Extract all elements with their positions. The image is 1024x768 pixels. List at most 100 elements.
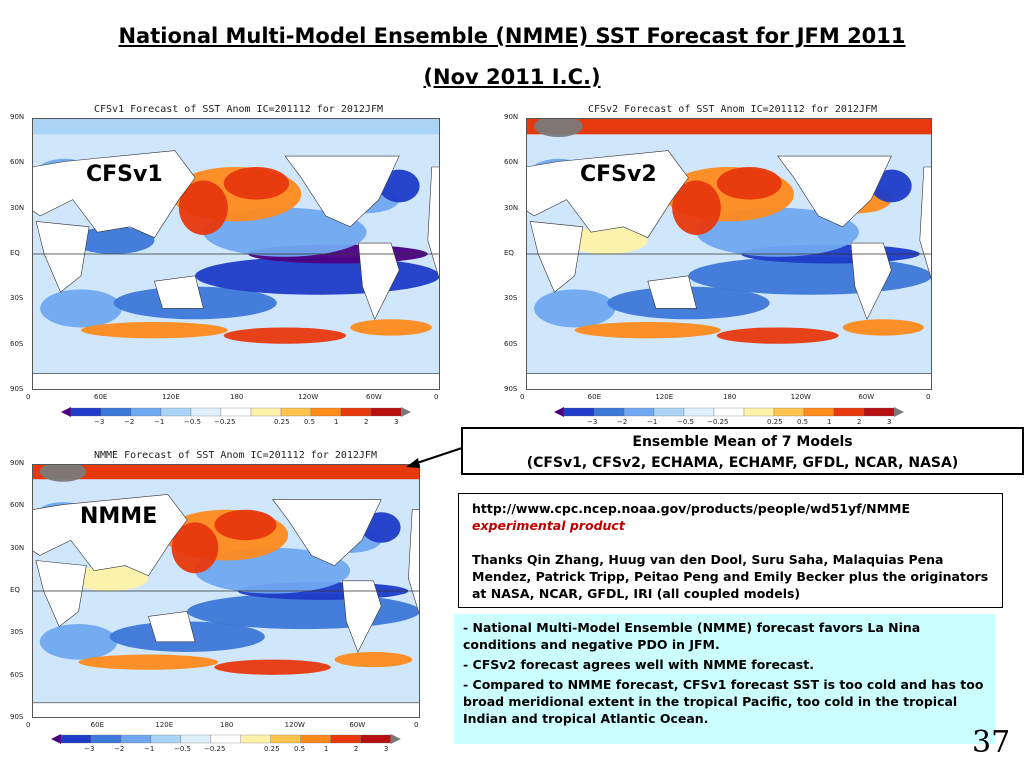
sst-colorbar	[554, 407, 904, 417]
colorbar-label: −3	[587, 418, 598, 426]
lon-tick-label: 120E	[655, 393, 674, 401]
lat-tick-label: 60N	[10, 158, 25, 167]
note-1: - National Multi-Model Ensemble (NMME) f…	[463, 620, 921, 652]
source-url[interactable]: http://www.cpc.ncep.noaa.gov/products/pe…	[472, 501, 911, 516]
lon-tick-label: 60W	[858, 393, 875, 401]
note-2: - CFSv2 forecast agrees well with NMME f…	[463, 657, 814, 672]
lon-tick-label: 60W	[349, 721, 366, 729]
map-plot-title: CFSv2 Forecast of SST Anom IC=201112 for…	[588, 104, 877, 115]
lat-tick-label: 30S	[10, 294, 24, 303]
colorbar-label: 0.5	[304, 418, 316, 426]
pointer-arrow	[406, 447, 463, 468]
colorbar-label: 3	[887, 418, 892, 426]
lon-tick-label: 0	[26, 721, 31, 729]
lat-tick-label: 90N	[504, 113, 519, 121]
experimental-label: experimental product	[472, 518, 625, 533]
model-label: CFSv1	[86, 162, 163, 187]
lon-tick-label: 120E	[162, 393, 180, 401]
lon-tick-label: 120E	[155, 721, 174, 729]
colorbar-label: −2	[114, 745, 125, 753]
lat-tick-label: EQ	[10, 249, 20, 257]
model-label: NMME	[80, 504, 158, 529]
lat-tick-label: 90S	[10, 713, 24, 721]
lon-tick-label: 60W	[366, 393, 382, 401]
lat-tick-label: 90S	[504, 385, 518, 393]
colorbar-label: 0.25	[263, 745, 280, 753]
lon-tick-label: 0	[520, 393, 525, 401]
colorbar-label: 2	[353, 745, 359, 753]
sst-colorbar	[61, 407, 411, 417]
lon-tick-label: 120W	[284, 721, 305, 729]
lat-tick-label: EQ	[504, 249, 514, 257]
lat-tick-label: 90N	[10, 459, 25, 467]
colorbar-label: 1	[323, 745, 329, 753]
colorbar-label: −2	[124, 418, 135, 426]
colorbar-label: 1	[827, 418, 832, 426]
lon-tick-label: 180	[220, 721, 234, 729]
colorbar-label: 0.25	[274, 418, 290, 426]
lat-tick-label: 30N	[10, 203, 25, 212]
cfsv2-sst-map: CFSv2 Forecast of SST Anom IC=201112 for…	[494, 100, 944, 430]
colorbar-label: −0.5	[677, 418, 694, 426]
lon-tick-label: 0	[926, 393, 931, 401]
cfsv1-sst-map: CFSv1 Forecast of SST Anom IC=201112 for…	[0, 100, 452, 430]
acknowledgements: Thanks Qin Zhang, Huug van den Dool, Sur…	[472, 552, 989, 601]
lon-tick-label: 60E	[90, 721, 104, 729]
ensemble-models: (CFSv1, CFSv2, ECHAMA, ECHAMF, GFDL, NCA…	[526, 455, 959, 471]
ensemble-title: Ensemble Mean of 7 Models	[632, 434, 853, 450]
lon-tick-label: 180	[723, 393, 737, 401]
lat-tick-label: 60N	[504, 158, 519, 167]
colorbar-label: −2	[617, 418, 628, 426]
slide-subtitle: (Nov 2011 I.C.)	[423, 65, 601, 89]
lat-tick-label: 90S	[10, 385, 24, 393]
sst-anomaly-field	[32, 464, 420, 718]
colorbar-label: −0.25	[204, 745, 226, 753]
colorbar-label: −1	[154, 418, 165, 426]
lat-tick-label: 60N	[10, 501, 25, 510]
slide-title: National Multi-Model Ensemble (NMME) SST…	[118, 24, 906, 48]
lon-tick-label: 120W	[790, 393, 811, 401]
sst-colorbar	[51, 734, 401, 744]
info-box: http://www.cpc.ncep.noaa.gov/products/pe…	[458, 493, 1003, 608]
lat-tick-label: 60S	[10, 339, 24, 348]
lon-tick-label: 0	[26, 393, 31, 401]
nmme-sst-map: NMME Forecast of SST Anom IC=201112 for …	[0, 446, 432, 768]
colorbar-label: 0.5	[797, 418, 809, 426]
colorbar-label: −3	[84, 745, 95, 753]
lon-tick-label: 0	[414, 721, 419, 729]
ensemble-mean-box: Ensemble Mean of 7 Models (CFSv1, CFSv2,…	[461, 427, 1024, 475]
colorbar-label: −0.25	[707, 418, 729, 426]
colorbar-label: 3	[394, 418, 399, 426]
conclusions-box: - National Multi-Model Ensemble (NMME) f…	[454, 614, 996, 744]
colorbar-label: 0.25	[767, 418, 783, 426]
colorbar-label: −0.5	[174, 745, 192, 753]
colorbar-label: 0.5	[293, 745, 306, 753]
map-plot-title: NMME Forecast of SST Anom IC=201112 for …	[94, 450, 377, 461]
lon-tick-label: 60E	[94, 393, 108, 401]
page-number: 37	[972, 725, 1011, 760]
colorbar-label: −3	[94, 418, 105, 426]
map-plot-title: CFSv1 Forecast of SST Anom IC=201112 for…	[94, 104, 383, 115]
note-3: - Compared to NMME forecast, CFSv1 forec…	[463, 677, 984, 726]
colorbar-label: 1	[334, 418, 339, 426]
lon-tick-label: 120W	[298, 393, 319, 401]
model-label: CFSv2	[580, 162, 657, 187]
lon-tick-label: 0	[434, 393, 439, 401]
lat-tick-label: 60S	[504, 339, 518, 348]
sst-anomaly-field	[32, 118, 440, 390]
sst-anomaly-field	[526, 118, 932, 390]
lon-tick-label: 180	[230, 393, 244, 401]
colorbar-label: 2	[857, 418, 862, 426]
lat-tick-label: EQ	[10, 586, 20, 594]
colorbar-label: −1	[144, 745, 155, 753]
lat-tick-label: 90N	[10, 113, 25, 121]
colorbar-label: 3	[383, 745, 389, 753]
colorbar-label: −0.25	[214, 418, 236, 426]
lat-tick-label: 30N	[10, 543, 25, 552]
lat-tick-label: 30N	[504, 203, 519, 212]
colorbar-label: −1	[647, 418, 658, 426]
lon-tick-label: 60E	[587, 393, 601, 401]
colorbar-label: 2	[364, 418, 369, 426]
lat-tick-label: 30S	[10, 628, 24, 637]
lat-tick-label: 60S	[10, 670, 24, 679]
